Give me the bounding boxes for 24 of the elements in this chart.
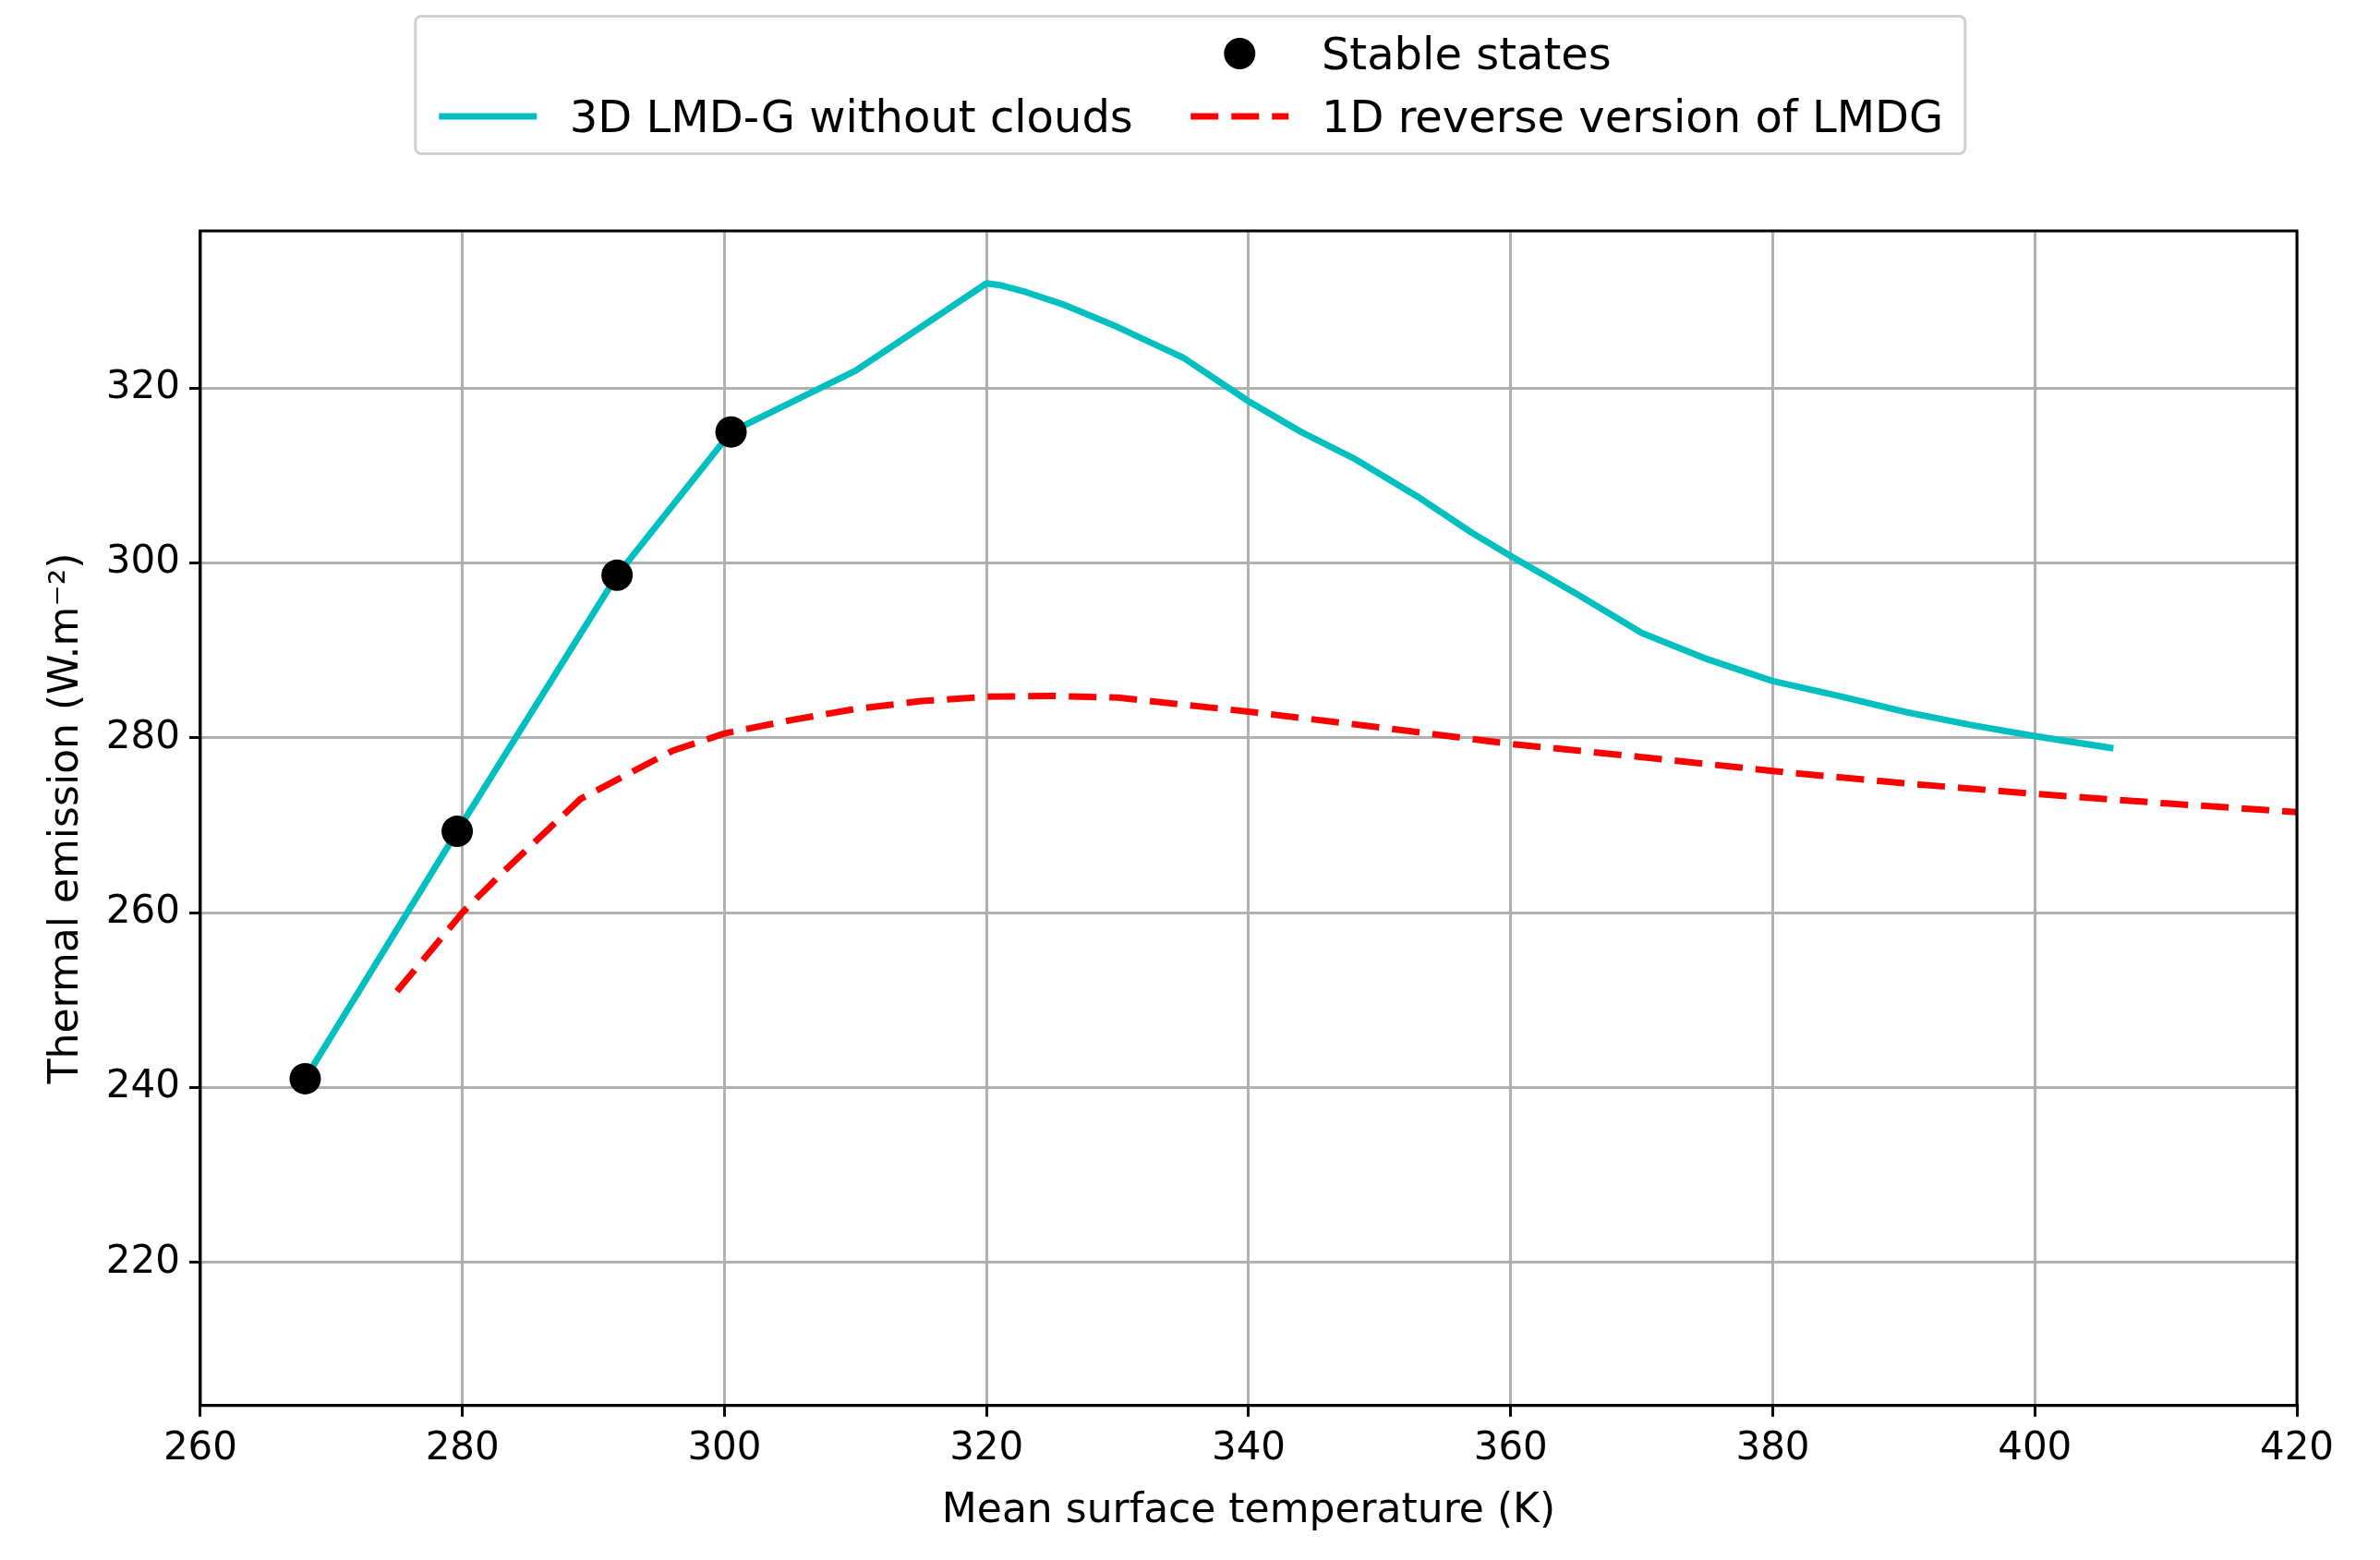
x-tick-label: 380 bbox=[1735, 1422, 1810, 1469]
x-tick-label: 320 bbox=[949, 1422, 1024, 1469]
point bbox=[715, 416, 747, 448]
legend-label: 1D reverse version of LMDG bbox=[1321, 91, 1944, 142]
x-tick-label: 280 bbox=[425, 1422, 500, 1469]
legend-label: Stable states bbox=[1321, 28, 1612, 79]
y-tick-label: 220 bbox=[105, 1236, 180, 1282]
point bbox=[441, 816, 474, 848]
y-tick-label: 240 bbox=[105, 1061, 180, 1107]
x-tick-label: 260 bbox=[163, 1422, 238, 1469]
y-tick-label: 300 bbox=[105, 537, 180, 583]
y-tick-label: 280 bbox=[105, 711, 180, 757]
y-tick-label: 320 bbox=[105, 362, 180, 408]
x-tick-label: 360 bbox=[1473, 1422, 1548, 1469]
x-axis-title: Mean surface temperature (K) bbox=[941, 1484, 1556, 1532]
point bbox=[601, 559, 634, 591]
point bbox=[289, 1062, 321, 1094]
x-tick-label: 420 bbox=[2259, 1422, 2335, 1469]
x-tick-label: 400 bbox=[1998, 1422, 2072, 1469]
legend-label: 3D LMD-G without clouds bbox=[569, 91, 1133, 142]
y-tick-label: 260 bbox=[105, 887, 180, 932]
x-tick-label: 340 bbox=[1211, 1422, 1287, 1469]
x-tick-label: 300 bbox=[687, 1422, 762, 1469]
y-axis-title: Thermal emission (W.m⁻²) bbox=[39, 552, 87, 1085]
